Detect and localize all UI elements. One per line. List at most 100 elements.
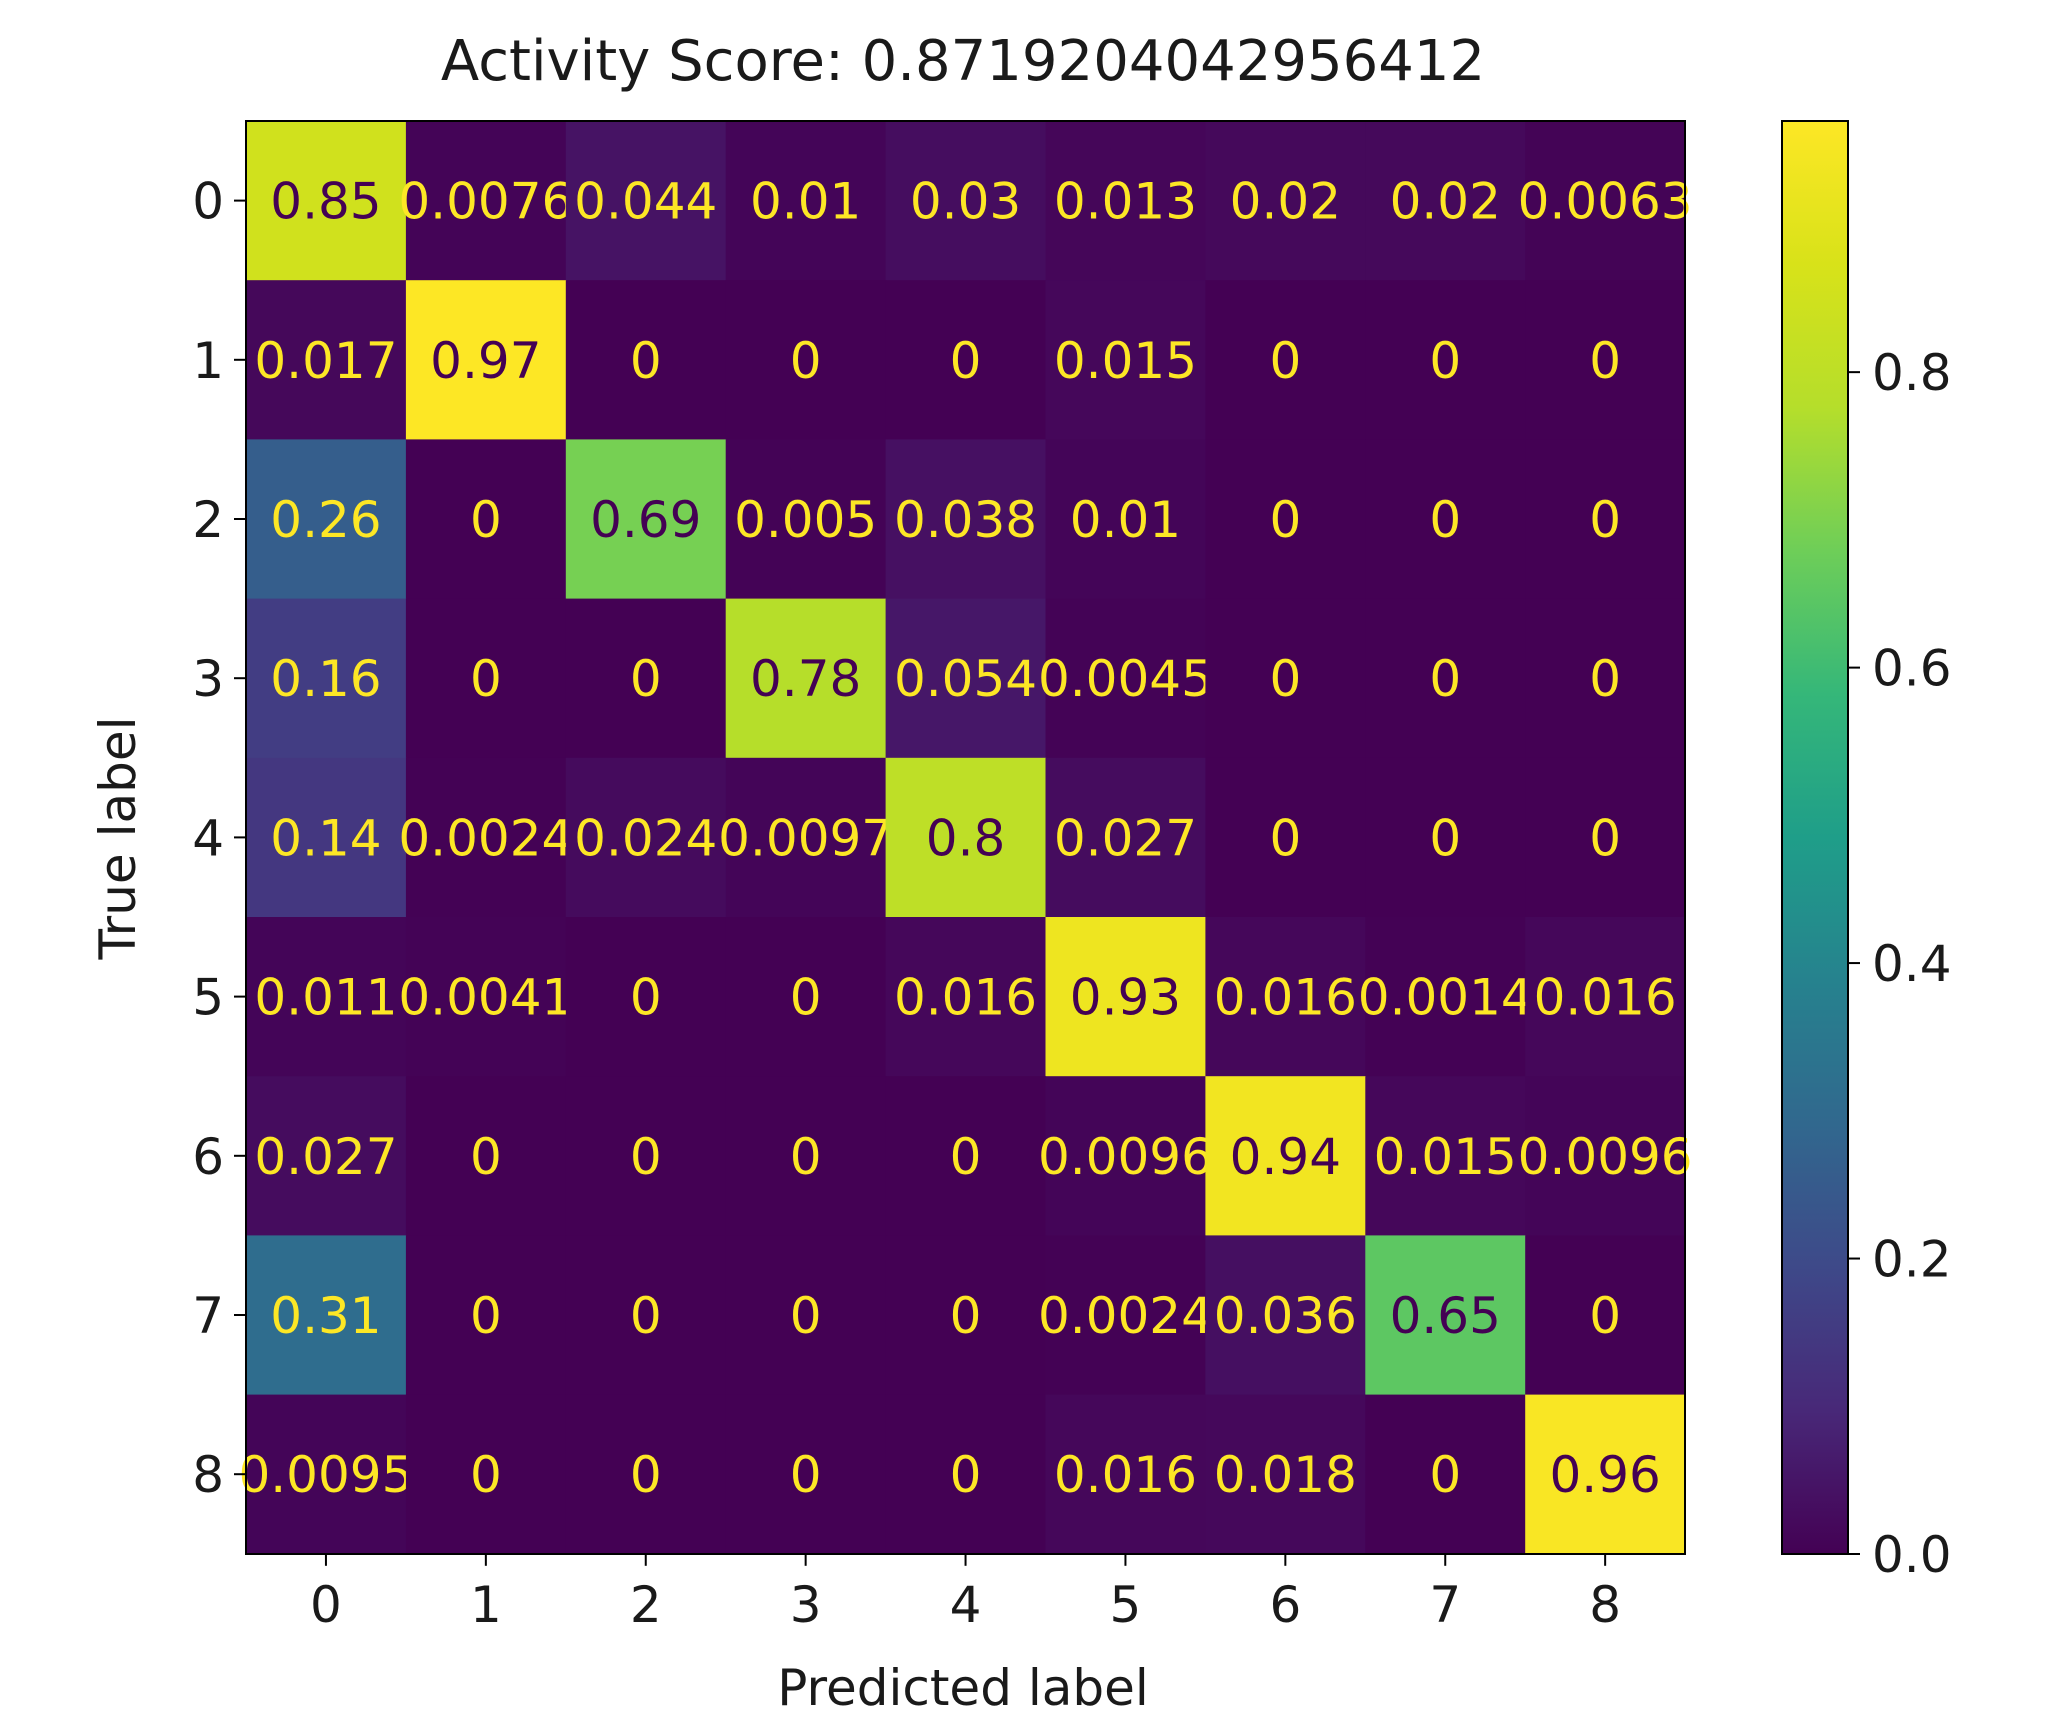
colorbar-tick-label: 0.8 [1872,344,1952,402]
heatmap-cell [1045,439,1206,600]
x-axis-ticks: 0 1 2 3 4 5 6 7 8 [310,1553,1621,1634]
x-tick-label: 2 [630,1576,662,1634]
heatmap-cell [1205,1394,1366,1555]
heatmap-cell [1365,917,1526,1077]
heatmap-cell [565,757,727,918]
y-tick-label: 3 [192,650,224,708]
cell-value-label: 0 [950,332,982,390]
heatmap-cell [1365,757,1526,918]
cell-value-label: 0.016 [894,969,1037,1027]
x-tick-label: 0 [310,1576,342,1634]
heatmap-cell [885,1076,1047,1236]
heatmap-cell [1205,121,1366,281]
cell-value-label: 0.03 [910,173,1021,231]
cell-value-label: 0.14 [270,809,381,867]
cell-value-label: 0 [1589,491,1621,549]
heatmap-cell [405,1076,567,1236]
cell-value-label: 0.16 [270,650,381,708]
cell-value-label: 0.02 [1230,173,1341,231]
cell-value-label: 0.02 [1390,173,1501,231]
y-axis-ticks: 0 1 2 3 4 5 6 7 8 [192,173,246,1504]
heatmap-cell [885,439,1047,600]
heatmap-cell [565,1235,727,1396]
heatmap-cell [1525,917,1686,1077]
cell-value-label: 0 [950,1128,982,1186]
heatmap-cell [1365,1076,1526,1236]
cell-value-label: 0.65 [1390,1287,1501,1345]
heatmap-cell [565,439,727,600]
heatmap-cell [565,1394,727,1555]
cell-value-label: 0 [790,969,822,1027]
cell-value-label: 0 [790,1446,822,1504]
colorbar-tick-label: 0.0 [1872,1526,1952,1584]
heatmap-cell [246,757,407,918]
cell-value-label: 0.018 [1214,1446,1357,1504]
heatmap-cell [725,917,887,1077]
cell-value-label: 0.97 [430,332,541,390]
heatmap-cell [1205,757,1366,918]
cell-value-label: 0.027 [1054,809,1197,867]
heatmap-cell [565,121,727,281]
x-tick-label: 3 [790,1576,822,1634]
y-tick-label: 2 [192,491,224,549]
x-tick-label: 5 [1110,1576,1142,1634]
heatmap-cell [725,439,887,600]
cell-value-label: 0.0024 [1038,1287,1213,1345]
cell-value-label: 0.0014 [1358,969,1533,1027]
cell-value-label: 0 [630,1128,662,1186]
x-tick-label: 7 [1429,1576,1461,1634]
cell-value-label: 0.016 [1054,1446,1197,1504]
heatmap-cell [885,121,1047,281]
cell-value-label: 0.015 [1374,1128,1517,1186]
cell-value-label: 0.85 [270,173,381,231]
y-axis-label: True label [89,716,147,960]
y-tick-label: 0 [192,173,224,231]
heatmap-cell [246,598,407,759]
heatmap-cell [246,439,407,600]
cell-value-label: 0.96 [1549,1446,1660,1504]
cell-value-label: 0.005 [734,491,877,549]
heatmap-cell [246,1394,407,1555]
heatmap-cell [1525,121,1686,281]
heatmap-cell [1045,757,1206,918]
cell-value-label: 0.26 [270,491,381,549]
cell-value-label: 0.017 [254,332,397,390]
heatmap-cell [1205,439,1366,600]
cell-value-label: 0.93 [1070,969,1181,1027]
cell-value-label: 0 [630,1287,662,1345]
heatmap-cell [405,1394,567,1555]
cell-value-label: 0 [470,1128,502,1186]
heatmap-cells: 0.85 0.0076 0.044 0.01 0.03 0.013 0.02 0.02 0.00… [238,121,1693,1555]
chart-title: Activity Score: 0.8719204042956412 [441,29,1485,94]
cell-value-label: 0 [1589,1287,1621,1345]
cell-value-label: 0 [1589,650,1621,708]
cell-value-label: 0.016 [1214,969,1357,1027]
heatmap-cell [405,757,567,918]
cell-value-label: 0 [1429,809,1461,867]
cell-value-label: 0 [630,332,662,390]
x-tick-label: 8 [1589,1576,1621,1634]
y-tick-label: 1 [192,332,224,390]
heatmap-cell [1365,598,1526,759]
cell-value-label: 0.024 [574,809,717,867]
cell-value-label: 0.0041 [398,969,573,1027]
heatmap-cell [1525,598,1686,759]
cell-value-label: 0.044 [574,173,717,231]
heatmap-cell [1525,1235,1686,1396]
heatmap-cell [725,1076,887,1236]
cell-value-label: 0 [1429,332,1461,390]
cell-value-label: 0 [1429,1446,1461,1504]
cell-value-label: 0.0024 [398,809,573,867]
cell-value-label: 0 [470,1287,502,1345]
y-tick-label: 5 [192,969,224,1027]
heatmap-cell [1205,598,1366,759]
heatmap-cell [565,598,727,759]
cell-value-label: 0 [790,1128,822,1186]
heatmap-cell [725,757,887,918]
colorbar-ticks: 0.0 0.2 0.4 0.6 0.8 [1848,344,1952,1584]
colorbar-tick-label: 0.4 [1872,935,1952,993]
colorbar-tick-label: 0.6 [1872,640,1952,698]
x-tick-label: 6 [1269,1576,1301,1634]
heatmap-cell [885,598,1047,759]
heatmap-cell [725,598,887,759]
